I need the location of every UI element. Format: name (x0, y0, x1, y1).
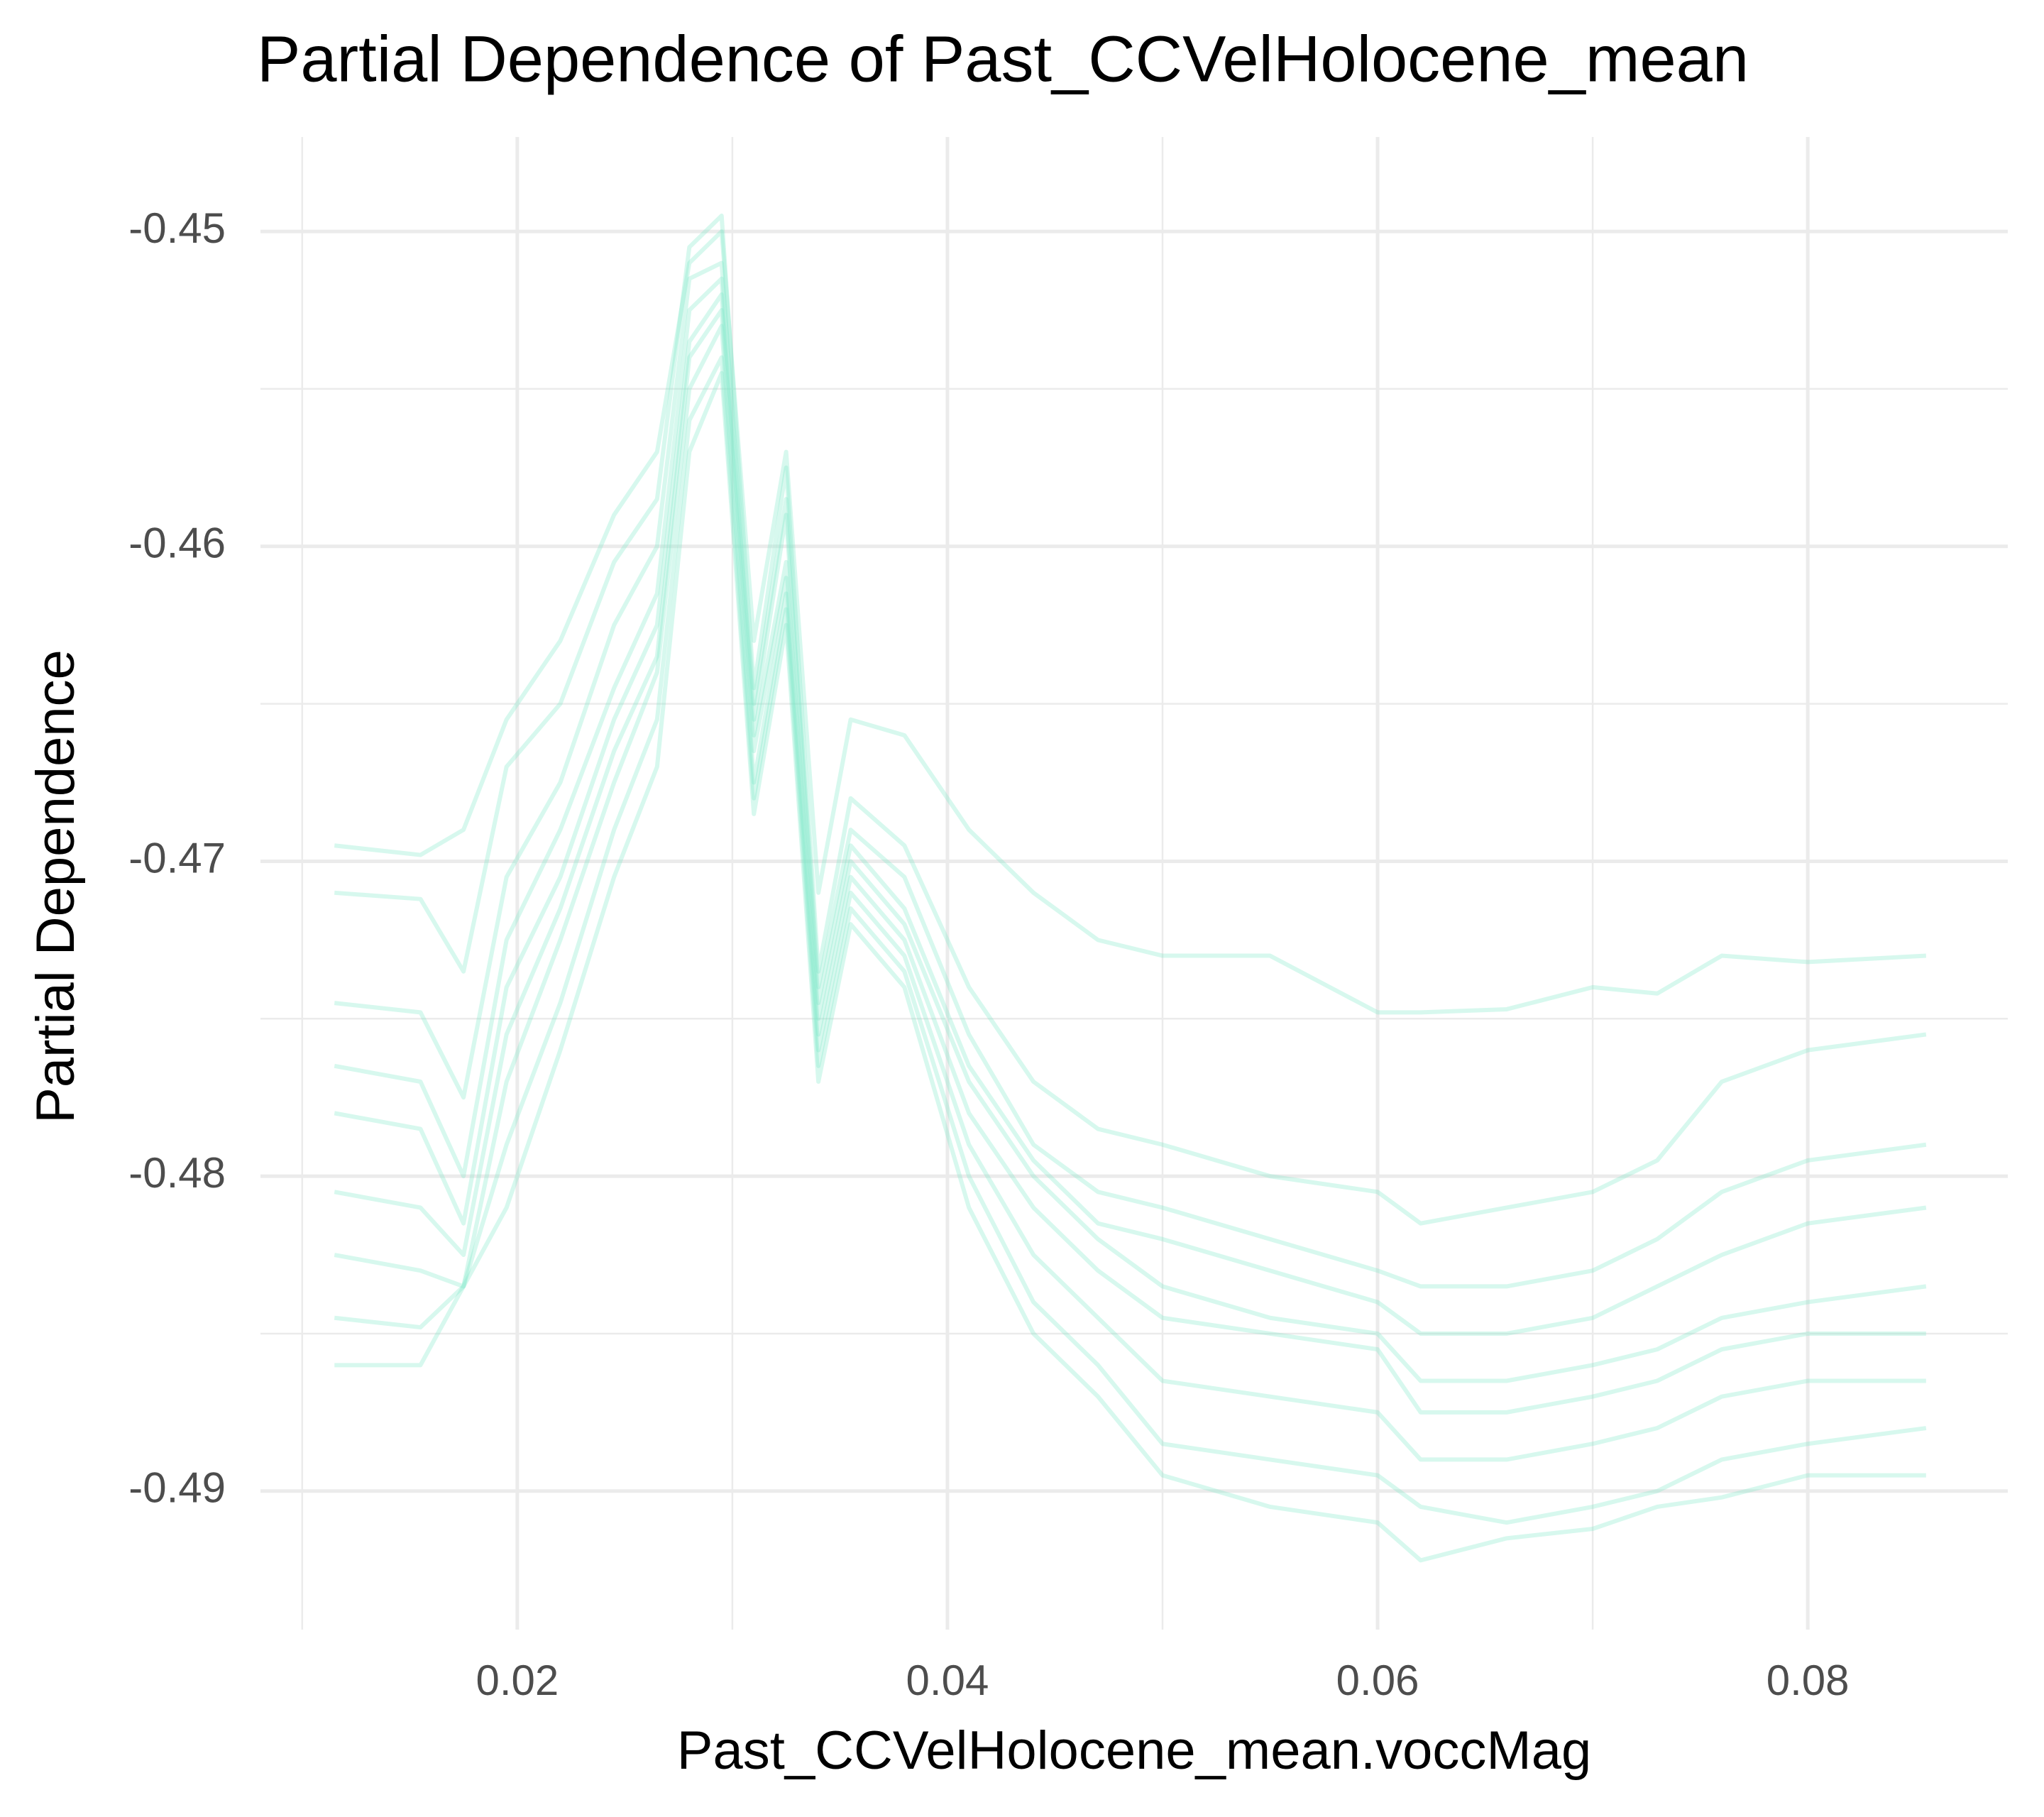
ice-line (334, 355, 1927, 1525)
x-tick-label: 0.02 (476, 1657, 559, 1704)
x-tick-label: 0.04 (906, 1657, 989, 1704)
y-tick-label: -0.47 (128, 834, 226, 882)
ice-line (334, 260, 1927, 1289)
x-tick-label: 0.06 (1336, 1657, 1419, 1704)
x-tick-label: 0.08 (1766, 1657, 1850, 1704)
y-tick-label: -0.46 (128, 520, 226, 567)
ice-line (334, 229, 1926, 1015)
ice-line (334, 276, 1927, 1336)
y-tick-label: -0.49 (128, 1464, 226, 1512)
y-tick-label: -0.48 (128, 1149, 226, 1197)
ice-line (334, 324, 1926, 1462)
ice-line (334, 370, 1926, 1563)
y-axis-title: Partial Dependence (26, 649, 86, 1124)
ice-line (334, 292, 1927, 1383)
ice-line (334, 308, 1926, 1415)
ice-line (334, 213, 1927, 1226)
x-axis-title: Past_CCVelHolocene_mean.voccMag (677, 1720, 1591, 1781)
y-tick-label: -0.45 (128, 204, 226, 252)
chart-title: Partial Dependence of Past_CCVelHolocene… (257, 23, 1749, 95)
